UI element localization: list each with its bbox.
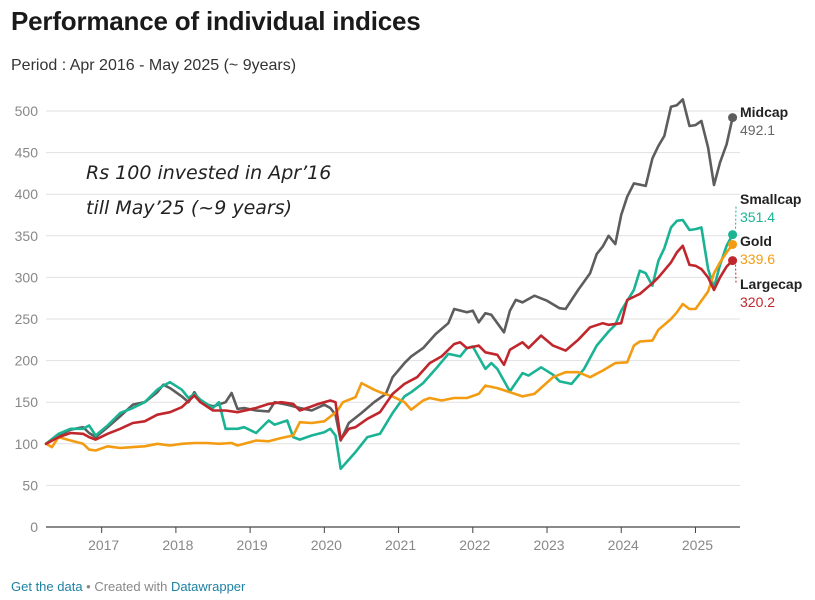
x-tick-label: 2021 [385, 537, 416, 553]
y-tick-label: 150 [15, 394, 39, 410]
series-lines [44, 98, 738, 471]
y-tick-label: 350 [15, 228, 39, 244]
series-name-largecap: Largecap [740, 276, 802, 292]
series-value-largecap: 320.2 [740, 294, 775, 310]
y-tick-label: 200 [15, 353, 39, 369]
series-name-midcap: Midcap [740, 104, 788, 120]
y-tick-label: 500 [15, 103, 39, 119]
footer-separator: • Created with [82, 579, 171, 594]
y-tick-label: 400 [15, 186, 39, 202]
chart-title: Performance of individual indices [11, 6, 421, 36]
x-tick-label: 2018 [162, 537, 193, 553]
x-axis: 2017 2018 2019 2020 2021 2022 2023 2024 2025 [88, 527, 713, 553]
y-tick-label: 100 [15, 436, 39, 452]
series-line-largecap [44, 244, 734, 446]
end-labels: Midcap 492.1 Smallcap 351.4 Gold 339.6 Largeca… [735, 104, 802, 310]
y-tick-label: 0 [30, 519, 38, 535]
y-tick-label: 300 [15, 269, 39, 285]
x-tick-label: 2019 [237, 537, 268, 553]
end-dot-gold [728, 239, 738, 249]
footer: Get the data • Created with Datawrapper [11, 579, 245, 594]
x-tick-label: 2024 [608, 537, 639, 553]
x-tick-label: 2017 [88, 537, 119, 553]
datawrapper-link[interactable]: Datawrapper [170, 579, 246, 594]
end-dot-largecap [728, 256, 738, 266]
y-axis: 0 50 100 150 200 250 300 350 400 450 500 [15, 103, 39, 535]
series-value-smallcap: 351.4 [740, 209, 775, 225]
x-tick-label: 2023 [533, 537, 564, 553]
y-tick-label: 250 [15, 311, 39, 327]
series-line-midcap [44, 98, 734, 446]
series-name-gold: Gold [740, 233, 772, 249]
end-dot-smallcap [728, 230, 738, 240]
x-tick-label: 2022 [459, 537, 490, 553]
grid-lines [46, 110, 740, 528]
series-name-smallcap: Smallcap [740, 191, 801, 207]
series-line-smallcap [44, 218, 734, 471]
series-line-gold [44, 243, 734, 452]
end-dot-midcap [728, 113, 738, 123]
chart-subtitle: Period : Apr 2016 - May 2025 (~ 9years) [11, 57, 297, 74]
y-tick-label: 450 [15, 145, 39, 161]
x-tick-label: 2020 [311, 537, 342, 553]
series-value-midcap: 492.1 [740, 122, 775, 138]
get-the-data-link[interactable]: Get the data [11, 579, 83, 594]
annotation-line-1: Rs 100 invested in Apr’16 [86, 162, 331, 184]
y-tick-label: 50 [22, 477, 38, 493]
series-value-gold: 339.6 [740, 251, 775, 267]
annotation-line-2: till May’25 (~9 years) [86, 197, 292, 219]
x-tick-label: 2025 [682, 537, 713, 553]
